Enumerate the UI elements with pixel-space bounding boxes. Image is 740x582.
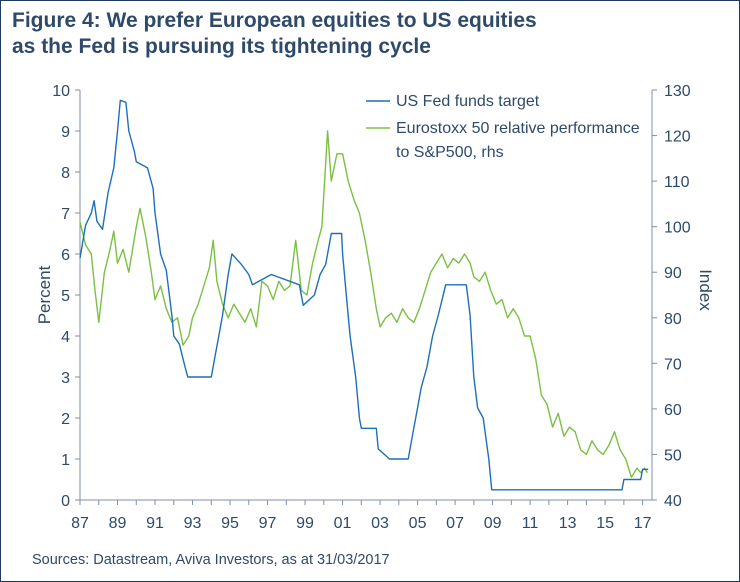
- chart-title: Figure 4: We prefer European equities to…: [12, 8, 712, 60]
- x-tick-label: 97: [259, 515, 277, 532]
- left-tick-label: 4: [61, 329, 70, 346]
- x-tick-label: 01: [334, 515, 352, 532]
- right-tick-label: 70: [664, 356, 682, 373]
- left-axis-title: Percent: [35, 265, 54, 324]
- right-tick-label: 80: [664, 311, 682, 328]
- left-tick-label: 5: [61, 288, 70, 305]
- x-tick-label: 89: [109, 515, 127, 532]
- eurostoxx-relative-line: [79, 130, 648, 478]
- left-tick-label: 2: [61, 411, 70, 428]
- left-tick-label: 6: [61, 247, 70, 264]
- right-tick-label: 110: [664, 174, 690, 191]
- chart-title-line-2: as the Fed is pursuing its tightening cy…: [12, 35, 431, 58]
- x-tick-label: 13: [559, 515, 577, 532]
- left-tick-label: 9: [61, 124, 70, 141]
- right-tick-label: 130: [664, 83, 691, 100]
- right-tick-label: 60: [664, 402, 682, 419]
- x-tick-label: 87: [71, 515, 89, 532]
- x-tick-label: 09: [484, 515, 502, 532]
- legend: US Fed funds target Eurostoxx 50 relative…: [366, 93, 640, 161]
- x-tick-label: 93: [184, 515, 202, 532]
- x-tick-label: 05: [409, 515, 427, 532]
- chart-title-line-1: Figure 4: We prefer European equities to…: [12, 9, 537, 32]
- left-tick-label: 3: [61, 370, 70, 387]
- series-lines: [79, 99, 649, 491]
- left-tick-label: 10: [52, 83, 70, 100]
- right-tick-label: 120: [664, 129, 691, 146]
- x-tick-label: 15: [596, 515, 614, 532]
- x-tick-label: 11: [522, 515, 539, 532]
- x-tick-label: 99: [296, 515, 314, 532]
- x-tick-label: 95: [221, 515, 239, 532]
- left-tick-label: 0: [61, 493, 70, 510]
- right-tick-label: 50: [664, 447, 682, 464]
- x-tick-label: 91: [146, 515, 164, 532]
- right-axis-title: Index: [696, 269, 715, 311]
- x-tick-label: 03: [371, 515, 389, 532]
- sources-note: Sources: Datastream, Aviva Investors, as…: [32, 552, 390, 568]
- legend-label-fed: US Fed funds target: [396, 93, 540, 110]
- fed-funds-line: [79, 99, 649, 491]
- left-tick-label: 1: [61, 452, 70, 469]
- left-tick-label: 7: [61, 206, 70, 223]
- right-tick-label: 90: [664, 265, 682, 282]
- x-tick-label: 17: [634, 515, 652, 532]
- right-tick-label: 40: [664, 493, 682, 510]
- left-tick-label: 8: [61, 165, 70, 182]
- x-tick-label: 07: [446, 515, 464, 532]
- legend-label-euro: Eurostoxx 50 relative performance to S&P5…: [396, 120, 640, 161]
- right-tick-label: 100: [664, 220, 691, 237]
